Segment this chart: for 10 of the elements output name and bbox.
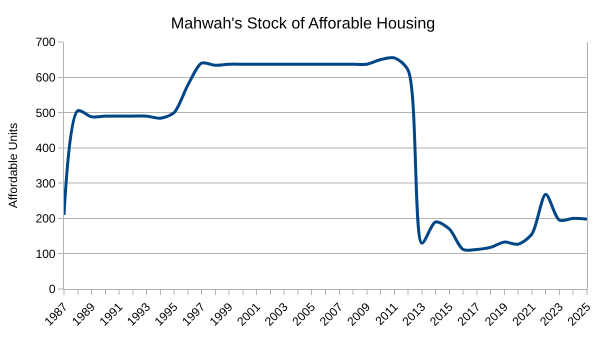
y-tick-label: 700 [36,35,56,50]
y-tick-label: 100 [36,246,56,261]
y-tick-label: 600 [36,70,56,84]
chart-title: Mahwah's Stock of Afforable Housing [170,15,436,32]
y-tick-label: 400 [36,141,56,156]
y-tick-label: 500 [36,106,56,120]
y-tick-label: 0 [48,282,56,296]
y-axis-title: Affordable Units [6,122,20,208]
y-tick-label: 300 [36,176,56,190]
y-tick-label: 200 [36,212,56,226]
